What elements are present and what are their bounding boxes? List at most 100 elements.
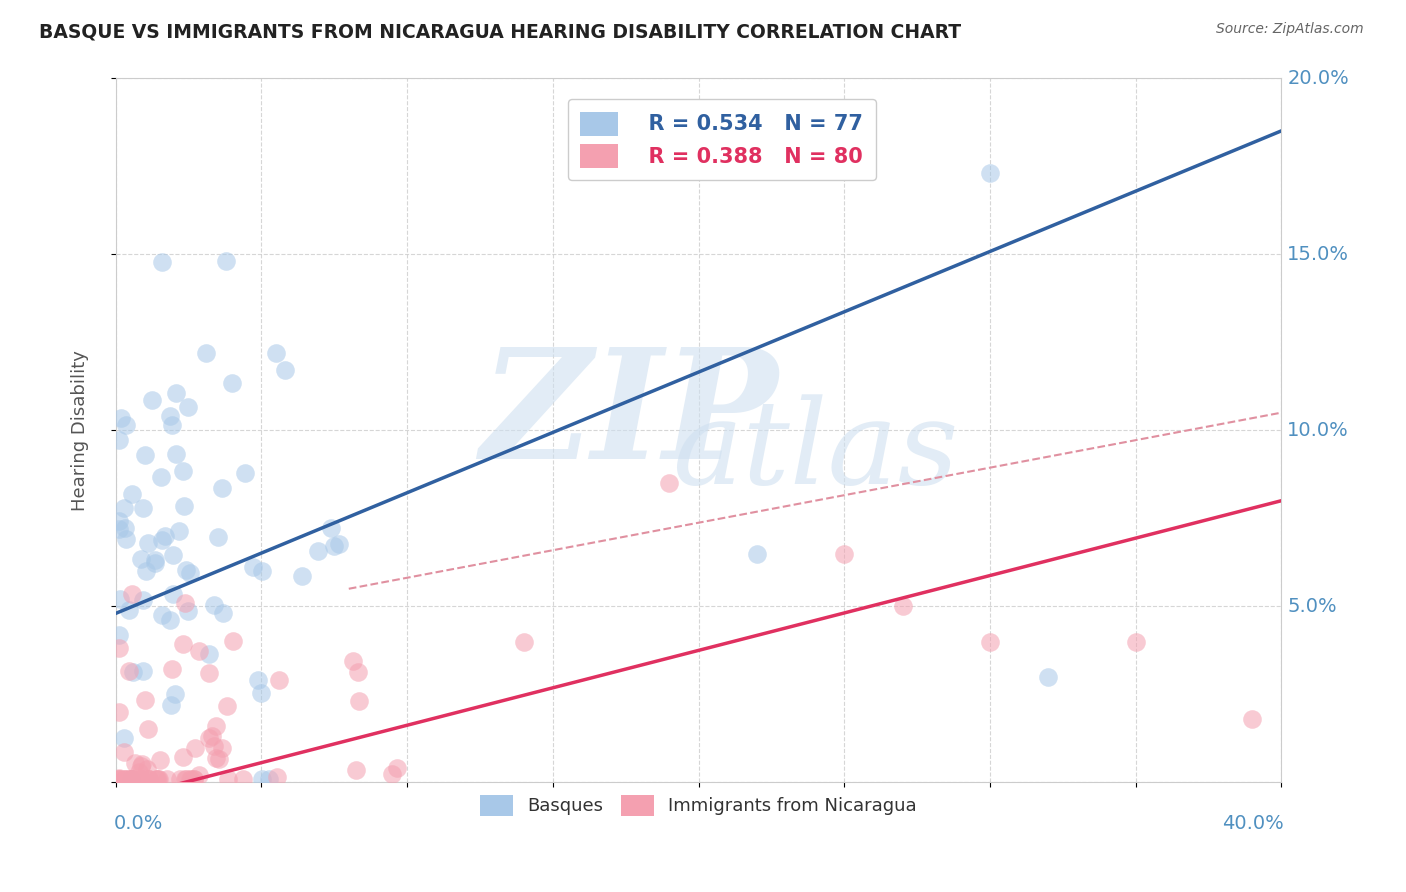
Point [202, 598, 225, 612]
Point [129, 552, 152, 566]
Point [381, 767, 404, 781]
Point [121, 665, 143, 679]
Point [107, 705, 129, 719]
Point [291, 569, 314, 583]
Point [891, 599, 914, 614]
Point [202, 739, 225, 753]
Point [143, 557, 166, 571]
Point [107, 628, 129, 642]
Point [512, 634, 534, 648]
Point [150, 255, 173, 269]
Point [347, 693, 370, 707]
Point [174, 563, 197, 577]
Point [183, 772, 205, 786]
Point [187, 768, 209, 782]
Point [146, 772, 169, 786]
Point [319, 521, 342, 535]
Point [215, 698, 238, 713]
Legend: Basques, Immigrants from Nicaragua: Basques, Immigrants from Nicaragua [472, 788, 924, 822]
Point [112, 500, 135, 515]
Point [246, 673, 269, 687]
Point [347, 665, 370, 679]
Point [129, 759, 152, 773]
Point [165, 447, 187, 461]
Point [134, 448, 156, 462]
Point [205, 751, 228, 765]
Point [342, 654, 364, 668]
Point [156, 772, 179, 786]
Point [107, 771, 129, 785]
Point [211, 740, 233, 755]
Point [121, 772, 143, 786]
Point [198, 647, 221, 661]
Point [167, 524, 190, 538]
Point [115, 772, 138, 786]
Point [211, 481, 233, 495]
Point [173, 772, 195, 786]
Point [658, 476, 681, 491]
Point [107, 772, 129, 786]
Point [177, 604, 200, 618]
Point [135, 564, 157, 578]
Point [132, 665, 155, 679]
Point [385, 761, 408, 775]
Point [114, 521, 136, 535]
Point [124, 756, 146, 770]
Point [745, 547, 768, 561]
Point [149, 753, 172, 767]
Point [136, 536, 159, 550]
Point [183, 772, 205, 786]
Point [208, 752, 231, 766]
Point [222, 633, 245, 648]
Point [173, 596, 195, 610]
Point [148, 772, 170, 786]
Point [832, 547, 855, 561]
Point [266, 770, 288, 784]
Point [250, 772, 273, 786]
Point [118, 772, 141, 786]
Point [201, 729, 224, 743]
Point [323, 540, 346, 554]
Text: ZIP: ZIP [479, 342, 778, 491]
Y-axis label: Hearing Disability: Hearing Disability [72, 350, 89, 511]
Point [232, 772, 254, 786]
Point [150, 533, 173, 547]
Point [107, 433, 129, 447]
Point [114, 418, 136, 433]
Point [108, 591, 131, 606]
Text: atlas: atlas [672, 394, 959, 508]
Point [249, 686, 271, 700]
Point [328, 536, 350, 550]
Point [110, 410, 132, 425]
Point [1241, 712, 1264, 726]
Point [120, 772, 142, 786]
Point [107, 772, 129, 786]
Point [221, 376, 243, 390]
Point [174, 772, 197, 786]
Point [121, 587, 143, 601]
Point [141, 392, 163, 407]
Point [149, 470, 172, 484]
Text: BASQUE VS IMMIGRANTS FROM NICARAGUA HEARING DISABILITY CORRELATION CHART: BASQUE VS IMMIGRANTS FROM NICARAGUA HEAR… [39, 22, 962, 41]
Point [169, 772, 191, 786]
Point [207, 530, 229, 544]
Point [153, 529, 176, 543]
Point [979, 634, 1001, 648]
Point [1038, 670, 1060, 684]
Point [165, 386, 187, 401]
Point [136, 772, 159, 786]
Point [121, 772, 143, 786]
Point [120, 772, 142, 786]
Text: 15.0%: 15.0% [1288, 244, 1350, 264]
Point [160, 698, 183, 712]
Point [264, 345, 287, 359]
Text: 40.0%: 40.0% [1222, 814, 1284, 833]
Point [112, 731, 135, 745]
Point [145, 772, 167, 786]
Point [136, 762, 159, 776]
Point [307, 544, 329, 558]
Point [108, 772, 131, 786]
Point [120, 772, 142, 786]
Point [129, 772, 152, 786]
Point [159, 409, 181, 424]
